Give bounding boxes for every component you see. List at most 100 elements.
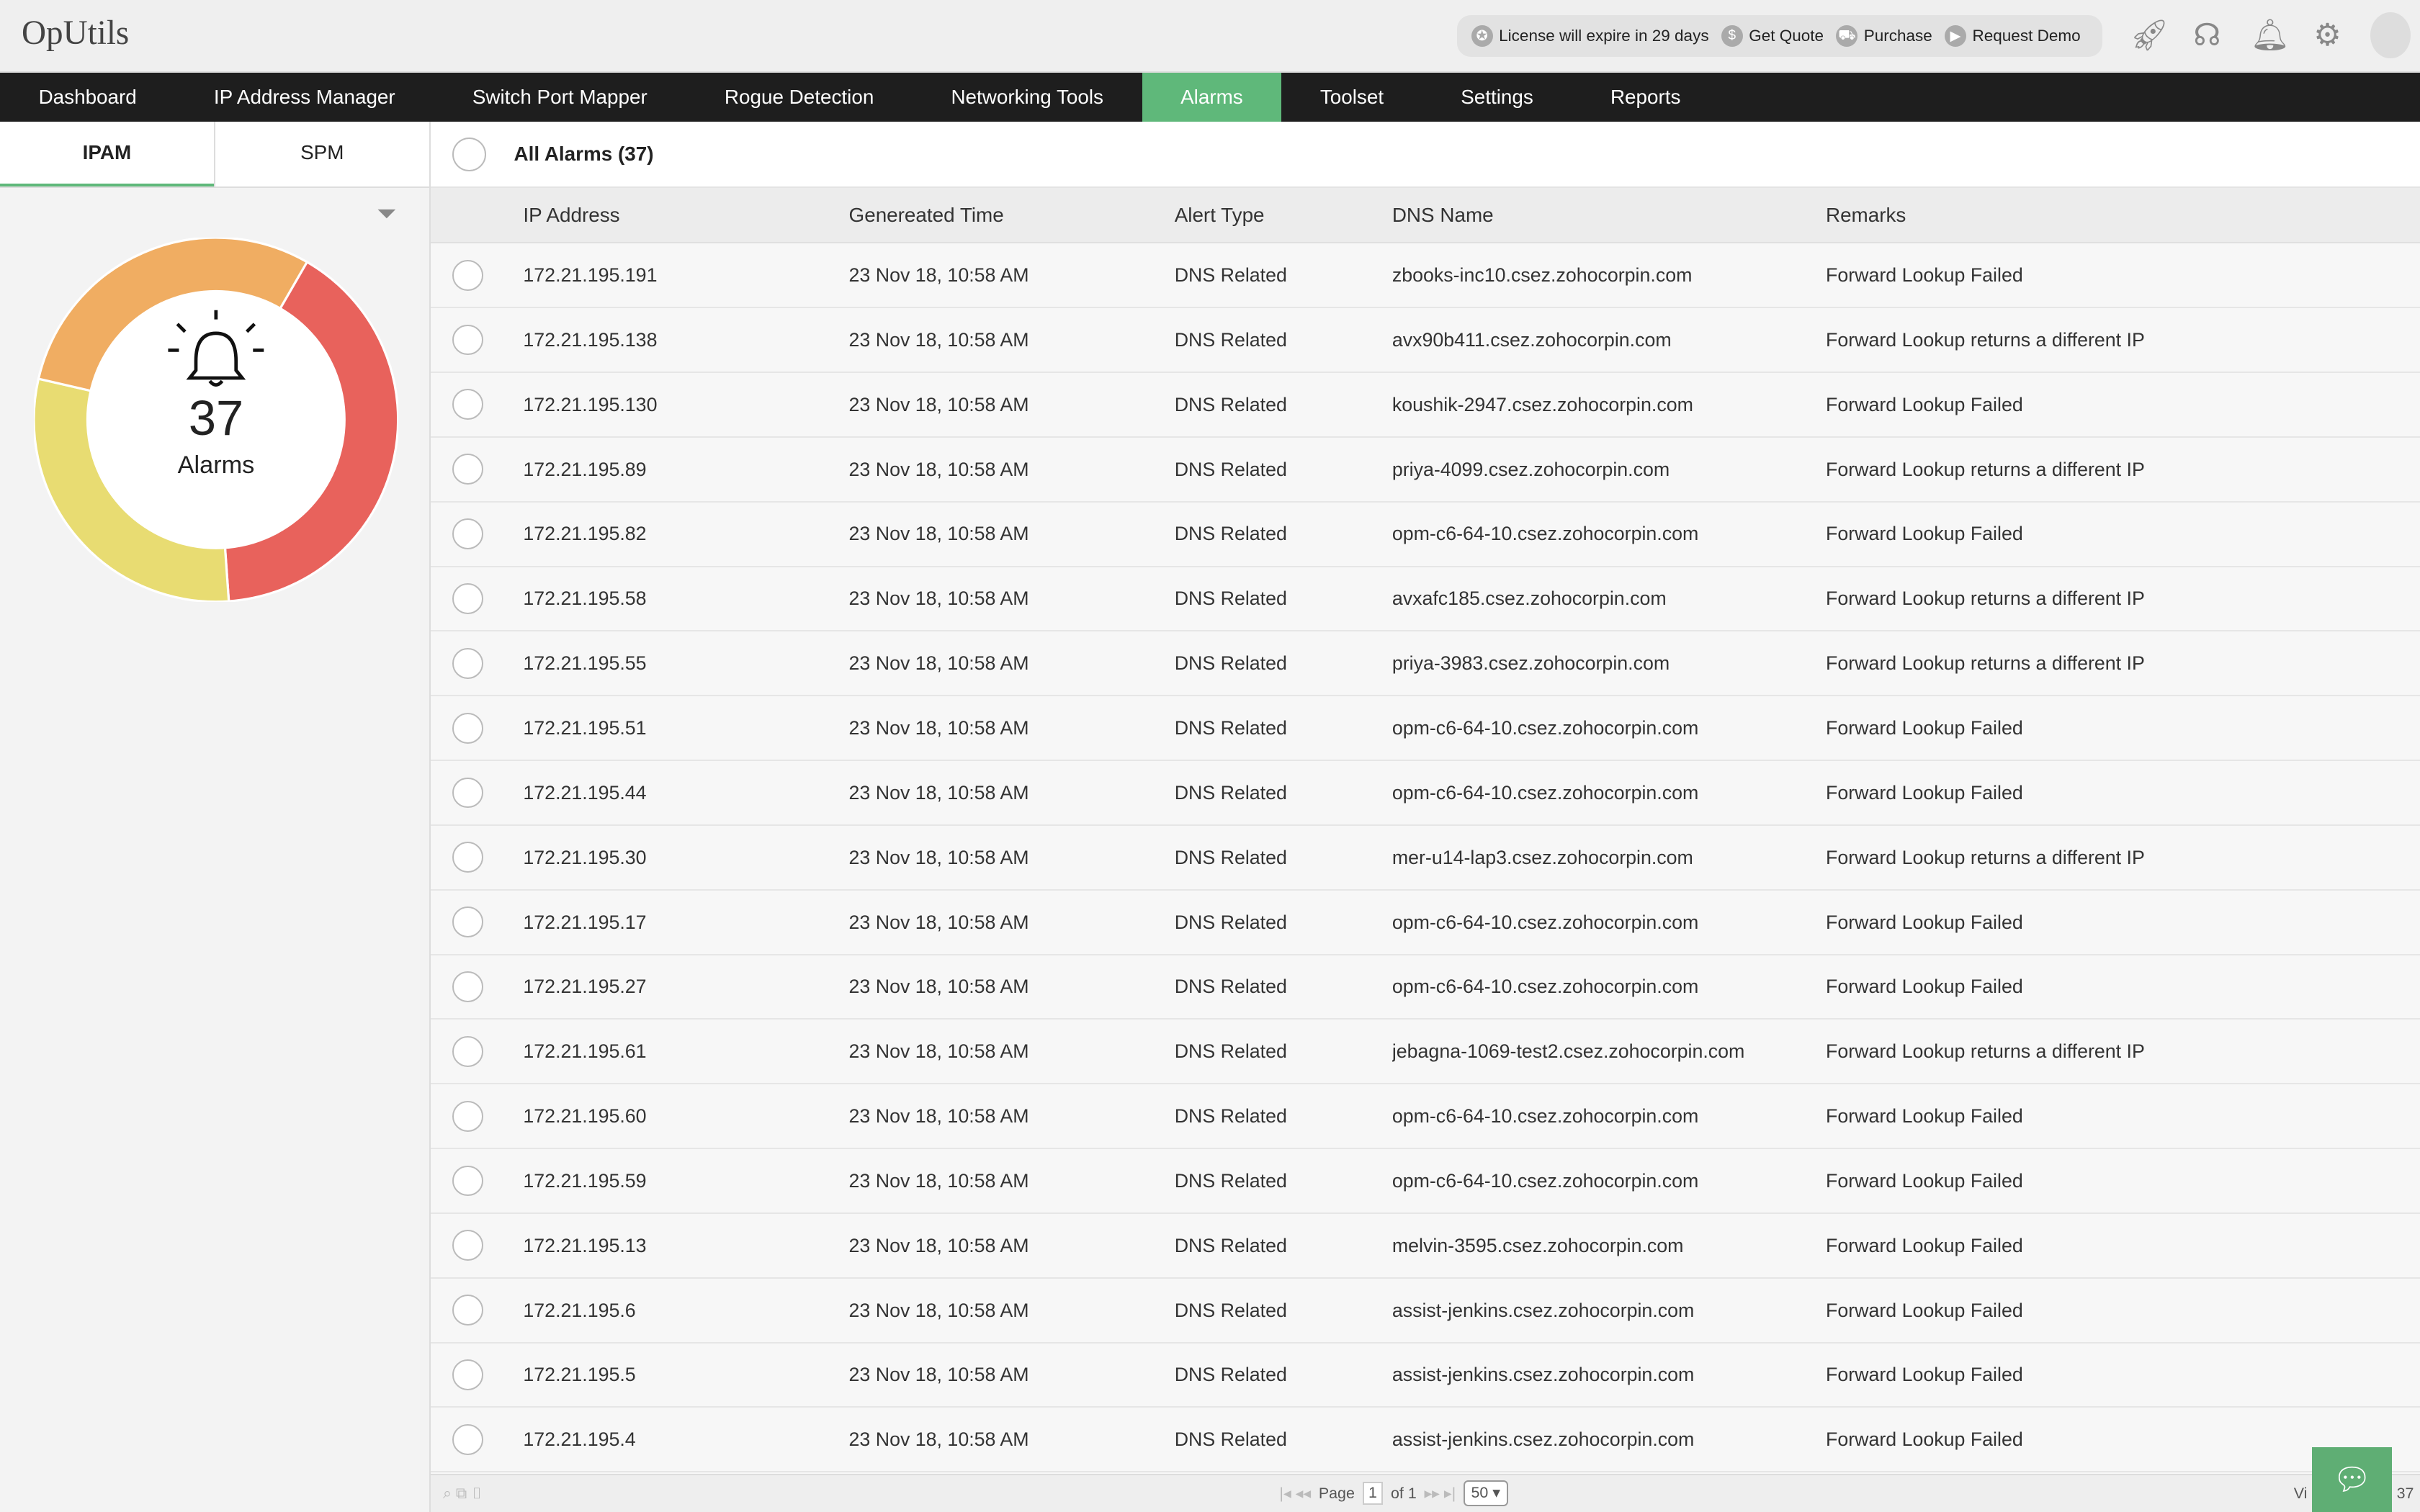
purchase-link[interactable]: Purchase <box>1863 27 1932 45</box>
row-checkbox[interactable] <box>452 1165 483 1197</box>
column-header[interactable]: Remarks <box>1825 188 2420 244</box>
checkbox-cell <box>430 1019 524 1085</box>
gear-icon[interactable]: ⚙ <box>2313 18 2341 53</box>
headset-icon[interactable]: ☊ <box>2193 18 2221 53</box>
cell: 172.21.195.13 <box>523 1212 849 1279</box>
cell: DNS Related <box>1174 631 1392 697</box>
tab-ipam[interactable]: IPAM <box>0 122 214 187</box>
next-page-icon[interactable]: ▸▸ ▸| <box>1424 1484 1456 1502</box>
row-checkbox[interactable] <box>452 1230 483 1261</box>
row-checkbox[interactable] <box>452 647 483 679</box>
column-header[interactable]: DNS Name <box>1392 188 1826 244</box>
cell: Forward Lookup Failed <box>1825 1277 2420 1344</box>
cell: avxafc185.csez.zohocorpin.com <box>1392 566 1826 632</box>
avatar[interactable] <box>2370 12 2411 59</box>
row-checkbox[interactable] <box>452 389 483 420</box>
table-row[interactable]: 172.21.195.51 23 Nov 18, 10:58 AM DNS Rela… <box>430 696 2420 762</box>
table-row[interactable]: 172.21.195.60 23 Nov 18, 10:58 AM DNS Rela… <box>430 1084 2420 1150</box>
row-checkbox[interactable] <box>452 777 483 809</box>
nav-alarms[interactable]: Alarms <box>1142 72 1282 122</box>
checkbox-cell <box>430 954 524 1020</box>
cell: avx90b411.csez.zohocorpin.com <box>1392 307 1826 373</box>
cell: DNS Related <box>1174 501 1392 567</box>
table-row[interactable]: 172.21.195.30 23 Nov 18, 10:58 AM DNS Rela… <box>430 824 2420 891</box>
nav-dashboard[interactable]: Dashboard <box>38 85 137 108</box>
nav-switch-port-mapper[interactable]: Switch Port Mapper <box>472 85 647 108</box>
cell: DNS Related <box>1174 1019 1392 1085</box>
row-checkbox[interactable] <box>452 1359 483 1390</box>
table-row[interactable]: 172.21.195.6 23 Nov 18, 10:58 AM DNS Relat… <box>430 1277 2420 1344</box>
table-row[interactable]: 172.21.195.4 23 Nov 18, 10:58 AM DNS Relat… <box>430 1407 2420 1473</box>
row-checkbox[interactable] <box>452 518 483 549</box>
cell: 23 Nov 18, 10:58 AM <box>848 372 1175 438</box>
panel-title: All Alarms (37) <box>514 143 654 166</box>
table-row[interactable]: 172.21.195.89 23 Nov 18, 10:58 AM DNS Rela… <box>430 436 2420 503</box>
select-all-checkbox[interactable] <box>452 137 486 171</box>
table-row[interactable]: 172.21.195.17 23 Nov 18, 10:58 AM DNS Rela… <box>430 889 2420 955</box>
row-checkbox[interactable] <box>452 454 483 485</box>
cell: 23 Nov 18, 10:58 AM <box>848 1277 1175 1344</box>
nav-reports[interactable]: Reports <box>1610 85 1681 108</box>
column-header[interactable]: IP Address <box>523 188 849 244</box>
row-checkbox[interactable] <box>452 906 483 938</box>
nav-networking-tools[interactable]: Networking Tools <box>951 85 1103 108</box>
table-row[interactable]: 172.21.195.130 23 Nov 18, 10:58 AM DNS Rel… <box>430 372 2420 438</box>
table-row[interactable]: 172.21.195.5 23 Nov 18, 10:58 AM DNS Relat… <box>430 1342 2420 1408</box>
cell: 23 Nov 18, 10:58 AM <box>848 889 1175 955</box>
filter-icon[interactable]: ⏷ <box>376 200 397 228</box>
table-row[interactable]: 172.21.195.55 23 Nov 18, 10:58 AM DNS Rela… <box>430 631 2420 697</box>
table-row[interactable]: 172.21.195.59 23 Nov 18, 10:58 AM DNS Rela… <box>430 1148 2420 1214</box>
cell: jebagna-1069-test2.csez.zohocorpin.com <box>1392 1019 1826 1085</box>
cell: opm-c6-64-10.csez.zohocorpin.com <box>1392 1148 1826 1214</box>
chat-icon[interactable]: 💬︎ <box>2312 1447 2393 1512</box>
top-bar: OpUtils ✪ License will expire in 29 days … <box>0 0 2420 73</box>
license-bar: ✪ License will expire in 29 days $ Get Quo… <box>1457 15 2102 58</box>
request-demo-link[interactable]: Request Demo <box>1972 27 2081 45</box>
nav-toolset[interactable]: Toolset <box>1319 85 1384 108</box>
row-checkbox[interactable] <box>452 1423 483 1455</box>
bell-icon[interactable]: 🔔︎ <box>2250 18 2290 53</box>
row-checkbox[interactable] <box>452 324 483 356</box>
cell: DNS Related <box>1174 1407 1392 1473</box>
column-header[interactable]: Genereated Time <box>848 188 1175 244</box>
row-checkbox[interactable] <box>452 583 483 614</box>
cell: 23 Nov 18, 10:58 AM <box>848 1084 1175 1150</box>
cell: 23 Nov 18, 10:58 AM <box>848 696 1175 762</box>
table-row[interactable]: 172.21.195.138 23 Nov 18, 10:58 AM DNS Rel… <box>430 307 2420 373</box>
column-header[interactable]: Alert Type <box>1174 188 1392 244</box>
cell: 172.21.195.51 <box>523 696 849 762</box>
cell: 172.21.195.5 <box>523 1342 849 1408</box>
tab-spm[interactable]: SPM <box>213 122 429 187</box>
page-size-select[interactable]: 50 ▾ <box>1463 1480 1508 1507</box>
page-input[interactable]: 1 <box>1362 1482 1384 1506</box>
table-row[interactable]: 172.21.195.82 23 Nov 18, 10:58 AM DNS Rela… <box>430 501 2420 567</box>
checkbox-cell <box>430 1084 524 1150</box>
row-checkbox[interactable] <box>452 259 483 291</box>
nav-settings[interactable]: Settings <box>1461 85 1533 108</box>
table-row[interactable]: 172.21.195.58 23 Nov 18, 10:58 AM DNS Rela… <box>430 566 2420 632</box>
row-checkbox[interactable] <box>452 971 483 1002</box>
row-checkbox[interactable] <box>452 1035 483 1067</box>
table-row[interactable]: 172.21.195.44 23 Nov 18, 10:58 AM DNS Rela… <box>430 760 2420 826</box>
table-row[interactable]: 172.21.195.13 23 Nov 18, 10:58 AM DNS Rela… <box>430 1212 2420 1279</box>
search-icon[interactable]: ⌕ ⧉ ▯ <box>442 1484 483 1502</box>
row-checkbox[interactable] <box>452 1295 483 1326</box>
row-checkbox[interactable] <box>452 1100 483 1132</box>
table-row[interactable]: 172.21.195.61 23 Nov 18, 10:58 AM DNS Rela… <box>430 1019 2420 1085</box>
row-checkbox[interactable] <box>452 842 483 873</box>
rocket-icon[interactable]: 🚀︎ <box>2130 18 2169 53</box>
nav-rogue-detection[interactable]: Rogue Detection <box>724 85 874 108</box>
cell: 172.21.195.27 <box>523 954 849 1020</box>
table-row[interactable]: 172.21.195.27 23 Nov 18, 10:58 AM DNS Rela… <box>430 954 2420 1020</box>
prev-page-icon[interactable]: |◂ ◂◂ <box>1279 1484 1312 1502</box>
row-checkbox[interactable] <box>452 712 483 744</box>
cell: DNS Related <box>1174 1212 1392 1279</box>
nav-ip-address-manager[interactable]: IP Address Manager <box>213 85 395 108</box>
table-row[interactable]: 172.21.195.191 23 Nov 18, 10:58 AM DNS Rel… <box>430 243 2420 309</box>
checkbox-cell <box>430 1148 524 1214</box>
cell: 23 Nov 18, 10:58 AM <box>848 307 1175 373</box>
cell: Forward Lookup Failed <box>1825 1148 2420 1214</box>
alarms-donut <box>34 237 398 602</box>
checkbox-cell <box>430 696 524 762</box>
get-quote-link[interactable]: Get Quote <box>1749 27 1824 45</box>
